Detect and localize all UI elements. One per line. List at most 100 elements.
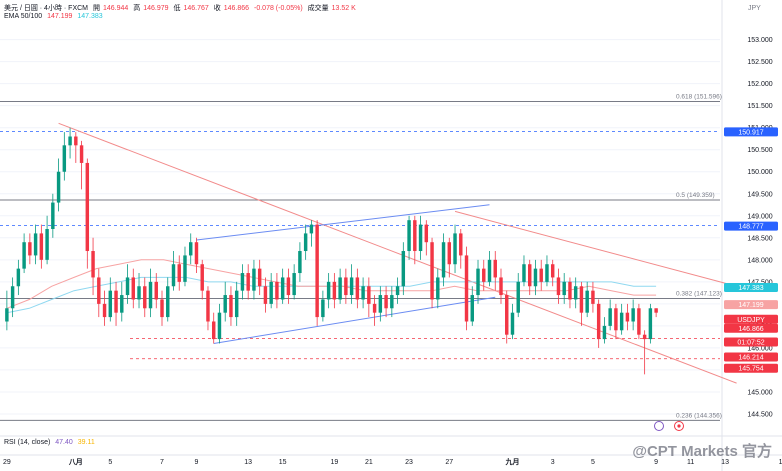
price-badge-label: 145.754 [738,366,763,373]
rsi-value: 47.40 [55,439,73,446]
candle-body [131,277,135,300]
candle-body [160,299,164,318]
y-tick-label: 144.500 [747,411,772,418]
price-badge-label: 01:07:52 [737,339,764,346]
y-tick-label: 146.000 [747,345,772,352]
candle-body [436,277,440,300]
symbol-label[interactable]: 美元 / 日圓 · 4小時 · FXCM [4,5,88,12]
candle-body [361,286,365,300]
x-tick-label: 19 [330,459,338,466]
candle-body [120,295,124,313]
candle-body [505,295,509,335]
candle-body [528,264,532,287]
y-tick-label: 152.000 [747,81,772,88]
candle-body [114,290,118,313]
candle-body [596,303,601,340]
change-value: -0.078 (-0.05%) [254,5,303,12]
candle-body [286,277,291,296]
price-badge-label: 146.214 [738,354,763,361]
event-marker-icon [674,421,684,431]
candle-body [257,268,262,287]
x-tick-label: 9 [654,459,658,466]
candle-body [171,264,176,287]
candle-body [602,325,607,340]
rsi-label: RSI (14, close) [4,439,51,446]
candle-body [148,281,153,309]
candle-body [22,242,26,269]
candle-body [252,268,256,291]
candle-body [556,277,561,296]
candle-body [516,281,520,313]
event-marker-dot [677,424,681,428]
candle-body [338,277,342,300]
event-marker-icon [654,421,664,431]
candle-body [45,229,49,260]
candle-body [28,242,32,256]
ema50-line [6,259,657,309]
ema-legend[interactable]: EMA 50/100 147.199 147.383 [4,13,106,20]
candle-body [591,290,595,304]
candle-body [378,295,383,313]
ema50-value: 147.199 [47,13,73,20]
fib-level-label: 0.618 (151.596) [676,93,722,100]
y-tick-label: 150.000 [747,169,772,176]
low-value: 146.767 [183,5,209,12]
price-badge-label: 147.199 [738,302,763,309]
chart-legend: 美元 / 日圓 · 4小時 · FXCM 開 146.944 高 146.979 低… [4,3,359,13]
x-tick-label: 9 [195,459,199,466]
y-tick-label: 152.500 [747,59,772,66]
low-label: 低 [173,5,181,12]
candle-body [206,290,210,322]
candle-body [619,312,624,331]
candle-body [263,286,268,304]
candle-body [550,264,555,278]
candle-body [39,233,44,260]
candle-body [344,277,348,296]
fib-level-label: 0.382 (147.123) [676,290,722,297]
candle-body [447,242,452,265]
candle-body [568,281,572,300]
channel-line [196,204,490,241]
candle-body [579,286,584,313]
candle-body [562,281,566,296]
price-badge [724,314,778,324]
candle-body [648,308,653,340]
x-tick-label: 29 [3,459,11,466]
candle-body [499,277,503,296]
x-tick-label: 17 [779,459,782,466]
candle-body [608,308,612,326]
candle-body [246,273,250,291]
x-tick-label: 5 [591,459,595,466]
rsi-legend[interactable]: RSI (14, close) 47.40 39.11 [4,439,98,446]
candle-body [154,281,158,300]
candle-body [166,286,170,318]
channel-line [58,122,737,384]
candle-body [470,295,474,322]
price-badge [724,323,778,333]
candle-body [315,224,319,318]
candle-body [401,251,406,287]
price-badge [724,283,778,293]
price-badge [724,221,778,231]
y-tick-label: 145.000 [747,389,772,396]
candle-body [642,334,647,340]
candle-body [10,286,15,309]
price-badge-label: 148.777 [738,224,763,231]
x-tick-label: 15 [279,459,287,466]
candle-body [108,290,113,318]
open-value: 146.944 [102,5,129,12]
candle-body [614,308,618,331]
volume-value: 13.52 K [331,5,356,12]
candle-body [194,242,199,265]
candle-body [91,251,95,278]
candle-body [200,264,204,291]
candle-body [453,233,457,265]
candle-body [183,255,187,282]
price-badge-label: 147.383 [738,285,763,292]
x-tick-label: 7 [160,459,164,466]
price-badge [724,300,778,310]
ema100-value: 147.383 [77,13,103,20]
price-badge [724,352,778,362]
candle-body [326,281,331,300]
